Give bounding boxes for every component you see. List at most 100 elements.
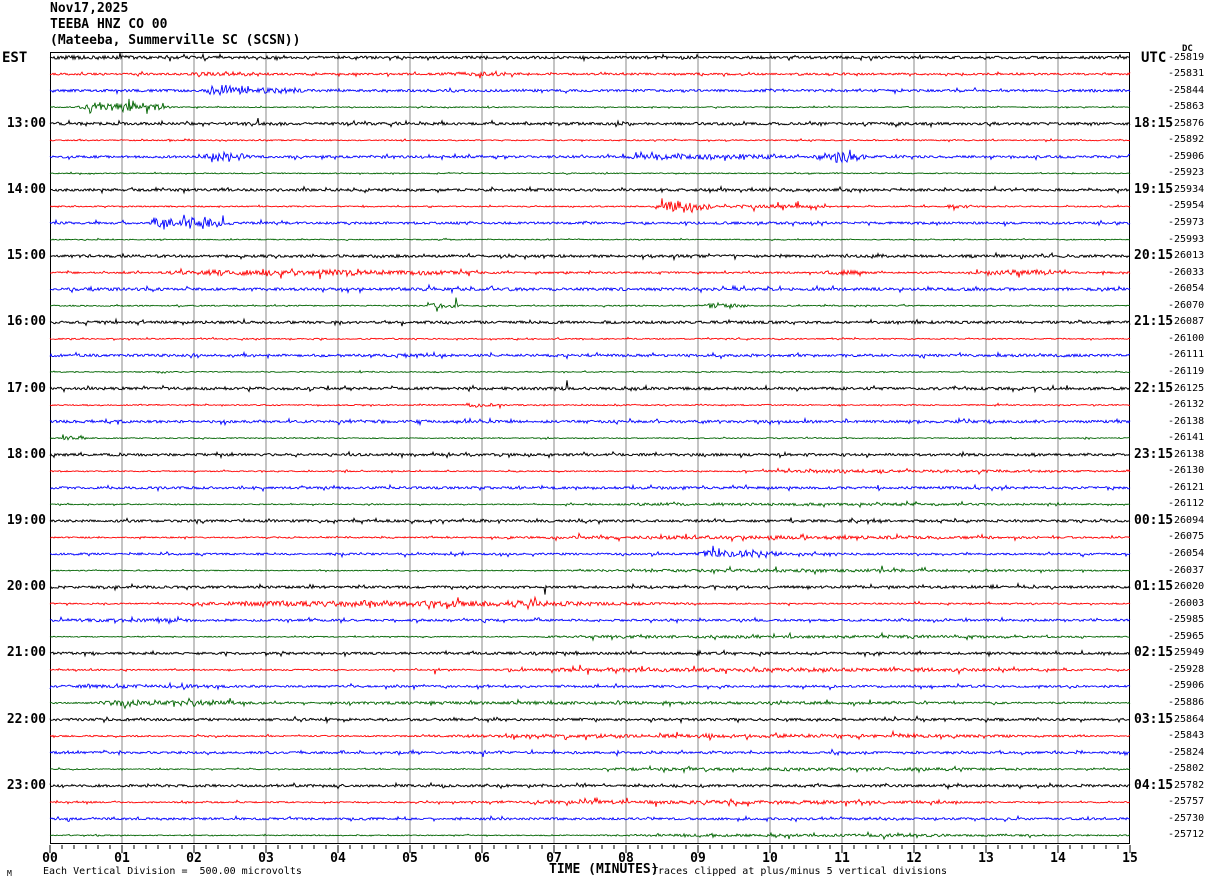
dc-offset-value: -25923 [1168,167,1205,179]
seismogram-trace-row [49,697,1131,710]
seismogram-trace-row [49,615,1131,625]
dc-offset-value: -26111 [1168,349,1205,361]
utc-hour-label: 21:15 [1134,314,1174,330]
x-axis-tick-label: 03 [258,851,274,866]
seismogram-trace-row [49,137,1131,143]
title-location: (Mateeba, Summerville SC (SCSN)) [50,33,301,48]
x-axis-tick-label: 14 [1050,851,1066,866]
dc-offset-value: -25843 [1168,730,1205,742]
dc-offset-value: -25886 [1168,696,1205,708]
dc-offset-value: -25928 [1168,663,1205,675]
seismogram-trace-row [49,796,1131,808]
title-date: Nov17,2025 [50,1,129,16]
title-station: TEEBA HNZ CO 00 [50,17,168,32]
x-axis-tick-label: 07 [546,851,562,866]
dc-offset-value: -25954 [1168,200,1205,212]
seismogram-trace-row [49,764,1131,774]
est-hour-label: 23:00 [6,777,46,793]
x-axis-tick-label: 05 [402,851,418,866]
seismogram-trace-row [49,149,1131,164]
est-hour-label: 20:00 [6,579,46,595]
dc-offset-value: -25757 [1168,796,1205,808]
dc-offset-value: -25985 [1168,614,1205,626]
seismogram-trace-row [49,117,1131,129]
x-axis-tick-label: 15 [1122,851,1138,866]
left-axis-header-est: EST [2,50,28,66]
x-axis-tick-label: 00 [42,851,58,866]
x-axis-tick-label: 11 [834,851,850,866]
dc-offset-value: -26141 [1168,432,1205,444]
seismogram-trace-row [49,531,1131,543]
utc-hour-label: 01:15 [1134,579,1174,595]
plot-border [50,52,1130,844]
dc-offset-value: -26003 [1168,597,1205,609]
dc-offset-value: -26070 [1168,299,1205,311]
utc-hour-label: 18:15 [1134,115,1174,131]
seismogram-trace-row [49,450,1131,460]
dc-offset-value: -26037 [1168,564,1205,576]
dc-offset-value: -25892 [1168,134,1205,146]
utc-hour-label: 20:15 [1134,248,1174,264]
x-axis-tick-label: 08 [618,851,634,866]
dc-offset-value: -25712 [1168,829,1205,841]
seismogram-trace-row [49,483,1131,493]
seismogram-trace-row [49,69,1131,79]
seismogram-trace-row [49,185,1131,195]
seismogram-trace-row [49,402,1131,410]
dc-offset-value: -26138 [1168,415,1205,427]
est-hour-label: 17:00 [6,380,46,396]
est-hour-label: 13:00 [6,115,46,131]
x-axis-tick-label: 09 [690,851,706,866]
dc-offset-value: -26013 [1168,250,1205,262]
est-hour-label: 22:00 [6,711,46,727]
seismogram-trace-row [49,715,1131,725]
x-axis-tick-label: 13 [978,851,994,866]
right-axis-header-utc: UTC [1141,50,1167,66]
dc-offset-value: -25965 [1168,630,1205,642]
seismogram-trace-row [49,582,1131,595]
seismogram-trace-row [49,251,1131,262]
seismogram-trace-row [49,237,1131,242]
dc-offset-value: -26054 [1168,548,1205,559]
dc-offset-value: -26121 [1168,481,1205,493]
dc-offset-value: -26094 [1168,514,1205,526]
dc-offset-value: -26075 [1168,531,1205,543]
seismogram-trace-row [49,681,1131,691]
dc-offset-value: -25831 [1168,68,1205,80]
dc-offset-value: -25934 [1168,183,1205,195]
utc-hour-label: 00:15 [1134,512,1174,528]
seismogram-trace-row [49,380,1131,394]
dc-offset-value: -25864 [1168,713,1205,725]
dc-offset-value: -26087 [1168,316,1205,328]
seismogram-trace-row [49,350,1131,360]
dc-offset-value: -25863 [1168,101,1205,113]
dc-offset-value: -25844 [1168,84,1205,96]
seismogram-trace-row [49,214,1131,230]
x-axis-tick-label: 06 [474,851,490,866]
x-axis-tick-label: 01 [114,851,130,866]
dc-offset-value: -26033 [1168,266,1205,278]
dc-offset-value: -26054 [1168,283,1205,295]
utc-hour-label: 22:15 [1134,380,1174,396]
dc-offset-value: -25876 [1168,117,1205,129]
seismogram-trace-row [49,84,1131,97]
scale-footnote: Each Vertical Division = 500.00 microvol… [43,866,302,877]
est-hour-label: 16:00 [6,314,46,330]
dc-offset-value: -26119 [1168,365,1205,377]
x-axis-tick-label: 10 [762,851,778,866]
seismogram-trace-row [49,369,1131,374]
utc-hour-label: 19:15 [1134,181,1174,197]
seismogram-trace-row [49,52,1131,63]
seismogram-trace-row [49,830,1131,841]
seismogram-trace-row [49,198,1131,214]
dc-offset-value: -25782 [1168,779,1205,791]
dc-column-header: DC [1182,44,1193,54]
seismogram-trace-row [49,664,1131,676]
dc-offset-value: -25824 [1168,746,1205,758]
utc-hour-label: 02:15 [1134,645,1174,661]
dc-offset-value: -25906 [1168,150,1205,162]
seismogram-trace-row [49,267,1131,280]
seismogram-trace-row [49,748,1131,758]
dc-offset-value: -26138 [1168,448,1205,460]
